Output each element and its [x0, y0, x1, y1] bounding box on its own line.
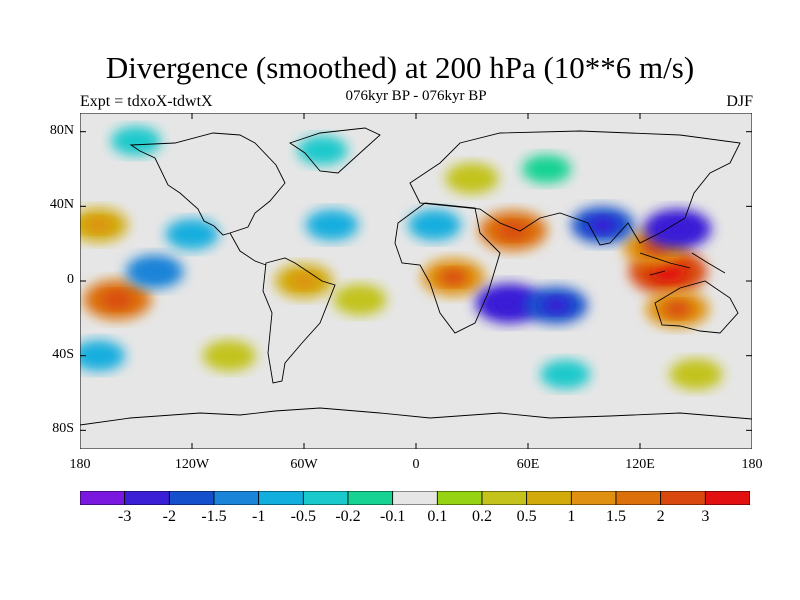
divergence-cell-22: [522, 155, 571, 184]
colorbar-swatch-4: [259, 491, 304, 505]
divergence-core-10: [142, 264, 168, 279]
colorbar-swatch-12: [616, 491, 661, 505]
divergence-cell-24: [111, 126, 161, 155]
colorbar-swatch-1: [125, 491, 170, 505]
colorbar-swatch-10: [527, 491, 572, 505]
divergence-core-9: [102, 291, 133, 309]
colorbar-swatch-11: [571, 491, 616, 505]
colorbar-label-11: 1.5: [596, 508, 636, 526]
colorbar: [80, 491, 750, 505]
divergence-core-2: [663, 301, 691, 318]
colorbar-label-9: 0.5: [507, 508, 547, 526]
divergence-cell-19: [203, 340, 256, 371]
lat-label-80N: 80N: [44, 123, 74, 139]
lat-label-40S: 40S: [44, 347, 74, 363]
divergence-map: [80, 113, 752, 449]
lon-label-2: 60W: [274, 457, 334, 473]
experiment-label: Expt = tdxoX-tdwtX: [80, 93, 213, 111]
divergence-core-7: [494, 294, 525, 312]
divergence-cell-18: [540, 360, 590, 389]
colorbar-label-7: 0.1: [417, 508, 457, 526]
divergence-cell-23: [446, 163, 499, 194]
colorbar-label-0: -3: [105, 508, 145, 526]
lon-label-6: 180: [722, 457, 782, 473]
colorbar-swatch-6: [348, 491, 393, 505]
lon-label-3: 0: [386, 457, 446, 473]
divergence-cell-15: [408, 210, 461, 241]
colorbar-swatch-8: [437, 491, 482, 505]
colorbar-label-13: 3: [685, 508, 725, 526]
lat-label-40N: 40N: [44, 197, 74, 213]
divergence-cell-13: [166, 219, 219, 250]
lon-label-0: 180: [50, 457, 110, 473]
colorbar-label-5: -0.2: [328, 508, 368, 526]
divergence-core-8: [542, 297, 570, 314]
colorbar-label-1: -2: [149, 508, 189, 526]
colorbar-label-12: 2: [641, 508, 681, 526]
colorbar-swatch-9: [482, 491, 527, 505]
lon-label-1: 120W: [162, 457, 222, 473]
lon-label-4: 60E: [498, 457, 558, 473]
colorbar-swatch-0: [80, 491, 125, 505]
divergence-core-11: [86, 217, 112, 232]
colorbar-label-8: 0.2: [462, 508, 502, 526]
colorbar-swatch-13: [661, 491, 706, 505]
colorbar-label-10: 1: [551, 508, 591, 526]
divergence-cell-20: [334, 284, 387, 315]
colorbar-swatch-14: [705, 491, 750, 505]
divergence-core-4: [439, 269, 467, 286]
colorbar-label-6: -0.1: [373, 508, 413, 526]
divergence-core-12: [291, 273, 317, 288]
colorbar-swatch-3: [214, 491, 259, 505]
divergence-cell-17: [670, 359, 723, 390]
season-label: DJF: [726, 93, 753, 111]
divergence-cell-21: [298, 136, 348, 165]
colorbar-swatch-7: [393, 491, 438, 505]
colorbar-label-4: -0.5: [283, 508, 323, 526]
lat-label-80S: 80S: [44, 421, 74, 437]
colorbar-swatch-5: [303, 491, 348, 505]
colorbar-swatch-2: [169, 491, 214, 505]
colorbar-label-3: -1: [239, 508, 279, 526]
chart-title: Divergence (smoothed) at 200 hPa (10**6 …: [0, 50, 800, 86]
lon-label-5: 120E: [610, 457, 670, 473]
lat-label-0: 0: [44, 272, 74, 288]
divergence-cell-14: [306, 210, 359, 241]
colorbar-label-2: -1.5: [194, 508, 234, 526]
